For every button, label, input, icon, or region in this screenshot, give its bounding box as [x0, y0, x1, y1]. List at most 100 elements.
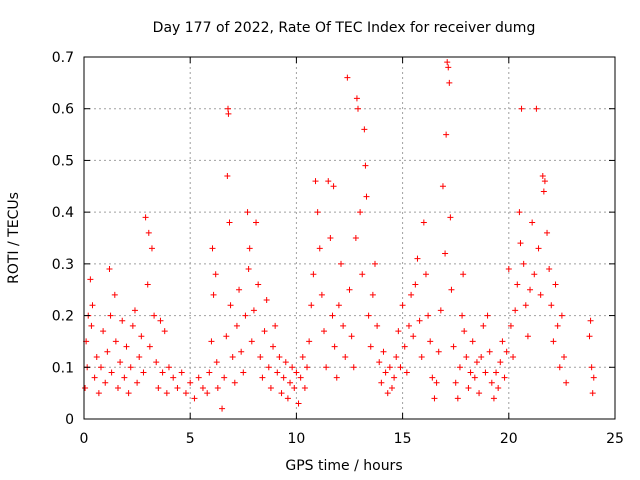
- data-point: [590, 374, 597, 381]
- data-point: [427, 338, 434, 345]
- data-point: [399, 302, 406, 309]
- x-axis-label: GPS time / hours: [285, 458, 402, 474]
- data-point: [350, 364, 357, 371]
- data-point: [327, 235, 334, 241]
- data-point: [310, 271, 317, 278]
- data-point: [459, 312, 466, 319]
- data-point: [450, 343, 457, 350]
- x-tick-label: 5: [186, 431, 195, 447]
- data-point: [554, 322, 561, 329]
- data-point: [405, 322, 412, 329]
- data-point: [488, 379, 495, 386]
- y-tick-label: 0.1: [52, 360, 74, 376]
- data-point: [359, 271, 366, 278]
- data-point: [420, 219, 427, 226]
- data-point: [155, 384, 162, 391]
- y-tick-label: 0: [65, 412, 74, 428]
- data-point: [546, 266, 553, 273]
- data-point: [287, 379, 294, 386]
- data-point: [380, 348, 387, 355]
- data-point: [187, 379, 194, 386]
- data-point: [408, 291, 415, 298]
- data-point: [145, 229, 152, 236]
- data-point: [204, 390, 211, 397]
- data-point: [151, 312, 158, 319]
- data-point: [443, 131, 450, 138]
- data-point: [348, 333, 355, 340]
- data-point: [221, 374, 228, 381]
- data-point: [231, 379, 238, 386]
- data-point: [367, 343, 374, 350]
- data-point: [301, 384, 308, 391]
- x-axis-ticks: 0 5 10 15 20 25: [80, 57, 624, 447]
- y-axis-ticks: 0 0.1 0.2 0.3 0.4 0.5 0.6 0.7: [52, 50, 615, 428]
- data-point: [161, 328, 168, 335]
- data-points: [82, 59, 597, 412]
- data-point: [125, 390, 132, 397]
- data-point: [199, 384, 206, 391]
- chart-title: Day 177 of 2022, Rate Of TEC Index for r…: [153, 20, 536, 36]
- data-point: [346, 286, 353, 293]
- data-point: [503, 348, 510, 355]
- data-point: [245, 266, 252, 273]
- data-point: [272, 322, 279, 329]
- data-point: [412, 281, 419, 288]
- data-point: [159, 369, 166, 376]
- data-point: [467, 369, 474, 376]
- data-point: [261, 328, 268, 335]
- data-point: [548, 302, 555, 309]
- data-point: [134, 379, 141, 386]
- data-point: [191, 395, 198, 402]
- data-point: [331, 343, 338, 350]
- data-point: [100, 328, 107, 335]
- data-point: [369, 291, 376, 298]
- data-point: [136, 353, 143, 360]
- data-point: [535, 245, 542, 252]
- data-point: [516, 209, 523, 216]
- data-point: [107, 312, 114, 319]
- data-point: [195, 374, 202, 381]
- y-tick-label: 0.3: [52, 257, 74, 273]
- data-point: [517, 240, 524, 247]
- data-point: [531, 271, 538, 278]
- data-point: [384, 390, 391, 397]
- data-point: [544, 229, 551, 236]
- data-point: [556, 364, 563, 371]
- data-point: [233, 322, 240, 329]
- data-point: [558, 312, 565, 319]
- data-point: [465, 384, 472, 391]
- data-point: [219, 405, 226, 412]
- data-point: [499, 338, 506, 345]
- data-point: [471, 374, 478, 381]
- y-tick-label: 0.5: [52, 153, 74, 169]
- data-point: [157, 317, 164, 324]
- data-point: [501, 374, 508, 381]
- data-point: [248, 338, 255, 345]
- data-point: [297, 374, 304, 381]
- data-point: [212, 271, 219, 278]
- data-point: [253, 219, 260, 226]
- data-point: [282, 359, 289, 366]
- data-point: [510, 353, 517, 360]
- data-point: [461, 328, 468, 335]
- data-point: [410, 333, 417, 340]
- data-point: [382, 369, 389, 376]
- data-point: [270, 343, 277, 350]
- data-point: [335, 302, 342, 309]
- data-point: [376, 359, 383, 366]
- data-point: [371, 260, 378, 267]
- data-point: [226, 219, 233, 226]
- data-point: [342, 353, 349, 360]
- data-point: [255, 281, 262, 288]
- data-point: [174, 384, 181, 391]
- data-point: [527, 286, 534, 293]
- data-point: [480, 322, 487, 329]
- data-point: [246, 245, 253, 252]
- data-point: [561, 353, 568, 360]
- data-point: [330, 183, 337, 190]
- grid-lines: [84, 57, 615, 419]
- data-point: [435, 348, 442, 355]
- data-point: [463, 353, 470, 360]
- data-point: [363, 193, 370, 200]
- data-point: [93, 353, 100, 360]
